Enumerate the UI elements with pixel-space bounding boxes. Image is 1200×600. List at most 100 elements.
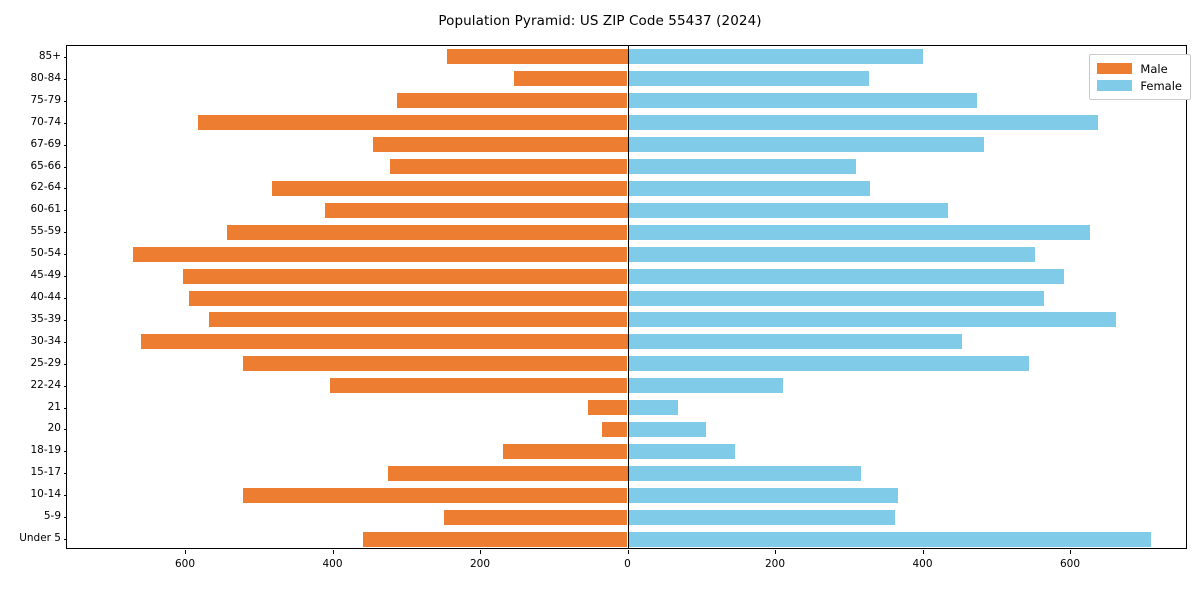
y-tick-mark <box>63 319 67 321</box>
y-tick-label-65-66: 65-66 <box>30 159 61 172</box>
bar-male-21 <box>587 400 628 416</box>
bar-male-30-34 <box>140 334 628 350</box>
bar-female-10-14 <box>627 487 899 503</box>
bar-male-62-64 <box>272 180 628 196</box>
bar-male-45-49 <box>182 268 628 284</box>
bar-female-5-9 <box>627 509 896 525</box>
bars-layer <box>67 46 1186 548</box>
y-tick-mark <box>63 429 67 431</box>
bar-male-5-9 <box>443 509 628 525</box>
bar-male-20 <box>602 421 628 437</box>
x-tick-label-400-5: 400 <box>912 558 933 570</box>
y-tick-mark <box>63 451 67 453</box>
legend-item-female[interactable]: Female <box>1097 77 1182 94</box>
y-tick-label-30-34: 30-34 <box>30 334 61 347</box>
y-tick-label-75-79: 75-79 <box>30 93 61 106</box>
y-tick-label-67-69: 67-69 <box>30 137 61 150</box>
y-tick-mark <box>63 385 67 387</box>
bar-female-18-19 <box>627 443 736 459</box>
bar-female-67-69 <box>627 137 985 153</box>
y-tick-label-18-19: 18-19 <box>30 444 61 457</box>
bar-male-25-29 <box>243 356 628 372</box>
bar-male-18-19 <box>502 443 628 459</box>
y-tick-label-10-14: 10-14 <box>30 488 61 501</box>
x-tick-mark <box>775 550 776 554</box>
bar-female-22-24 <box>627 378 784 394</box>
bar-female-80-84 <box>627 71 870 87</box>
bar-female-25-29 <box>627 356 1030 372</box>
bar-male-15-17 <box>387 465 628 481</box>
y-tick-label-25-29: 25-29 <box>30 356 61 369</box>
y-tick-label-80-84: 80-84 <box>30 71 61 84</box>
x-tick-mark <box>332 550 334 554</box>
bar-female-62-64 <box>627 180 871 196</box>
y-tick-label-62-64: 62-64 <box>30 181 61 194</box>
y-tick-mark <box>63 407 67 409</box>
y-tick-label-20: 20 <box>47 422 61 435</box>
plot-area: 85+ 80-84 75-79 70-74 67-69 65-66 62-64 60-61 55… <box>19 45 1187 570</box>
x-tick-label-200-2: 200 <box>469 558 491 570</box>
x-tick-mark <box>627 550 629 554</box>
x-tick-label-200-4: 200 <box>764 558 786 570</box>
bar-female-85- <box>627 49 924 65</box>
y-tick-label-40-44: 40-44 <box>30 291 61 303</box>
bar-male-40-44 <box>189 290 628 306</box>
y-tick-label-21: 21 <box>47 400 61 413</box>
bar-female-35-39 <box>627 312 1117 328</box>
y-tick-label-70-74: 70-74 <box>30 115 61 128</box>
bar-female-21 <box>627 400 679 416</box>
y-tick-mark <box>63 341 67 343</box>
bar-female-15-17 <box>627 465 862 481</box>
y-tick-mark <box>63 122 67 124</box>
x-tick-mark <box>922 550 924 554</box>
y-tick-mark <box>63 100 67 102</box>
x-tick-mark <box>185 550 186 554</box>
y-tick-mark <box>63 254 67 256</box>
bar-male-70-74 <box>197 115 628 131</box>
y-tick-mark <box>63 210 67 212</box>
bar-male-85- <box>446 49 628 65</box>
y-tick-mark <box>63 539 67 541</box>
y-tick-mark <box>63 276 67 278</box>
y-tick-label-85-: 85+ <box>38 49 61 62</box>
bar-male-80-84 <box>513 71 628 87</box>
y-tick-label-22-24: 22-24 <box>30 378 61 391</box>
bar-male-67-69 <box>373 137 628 153</box>
y-tick-label-50-54: 50-54 <box>30 247 61 260</box>
bar-female-50-54 <box>627 246 1036 262</box>
x-tick-mark <box>480 550 481 554</box>
bar-male-75-79 <box>396 93 628 109</box>
x-tick-label-400-1: 400 <box>322 558 343 570</box>
bar-male-60-61 <box>325 202 628 218</box>
bar-female-65-66 <box>627 159 857 175</box>
x-tick-label-600-6: 600 <box>1059 558 1081 570</box>
y-tick-mark <box>63 298 67 299</box>
bar-female-75-79 <box>627 93 978 109</box>
bar-female-40-44 <box>627 290 1045 306</box>
y-tick-label-15-17: 15-17 <box>30 466 61 479</box>
y-tick-mark <box>63 144 67 146</box>
y-tick-mark <box>63 166 67 168</box>
x-tick-label-600-0: 600 <box>174 558 196 570</box>
y-tick-mark <box>63 517 67 519</box>
y-tick-label-55-59: 55-59 <box>30 225 61 238</box>
chart-title: Population Pyramid: US ZIP Code 55437 (2… <box>438 13 762 29</box>
bar-female-30-34 <box>627 334 962 350</box>
bar-male-22-24 <box>329 378 628 394</box>
bar-male-10-14 <box>243 487 628 503</box>
y-tick-label-under-5: Under 5 <box>19 532 61 545</box>
bar-female-under-5 <box>627 531 1152 547</box>
bar-female-70-74 <box>627 115 1099 131</box>
y-tick-mark <box>63 56 67 58</box>
y-tick-mark <box>63 495 67 497</box>
chart-legend: Male Female <box>1089 54 1191 100</box>
bar-male-50-54 <box>132 246 628 262</box>
legend-swatch-female <box>1097 80 1133 91</box>
y-tick-mark <box>63 188 67 190</box>
y-tick-label-5-9: 5-9 <box>43 510 61 523</box>
legend-label-male: Male <box>1140 61 1168 76</box>
zero-axis-line <box>627 46 629 548</box>
legend-item-male[interactable]: Male <box>1097 60 1182 77</box>
bar-male-under-5 <box>363 531 628 547</box>
